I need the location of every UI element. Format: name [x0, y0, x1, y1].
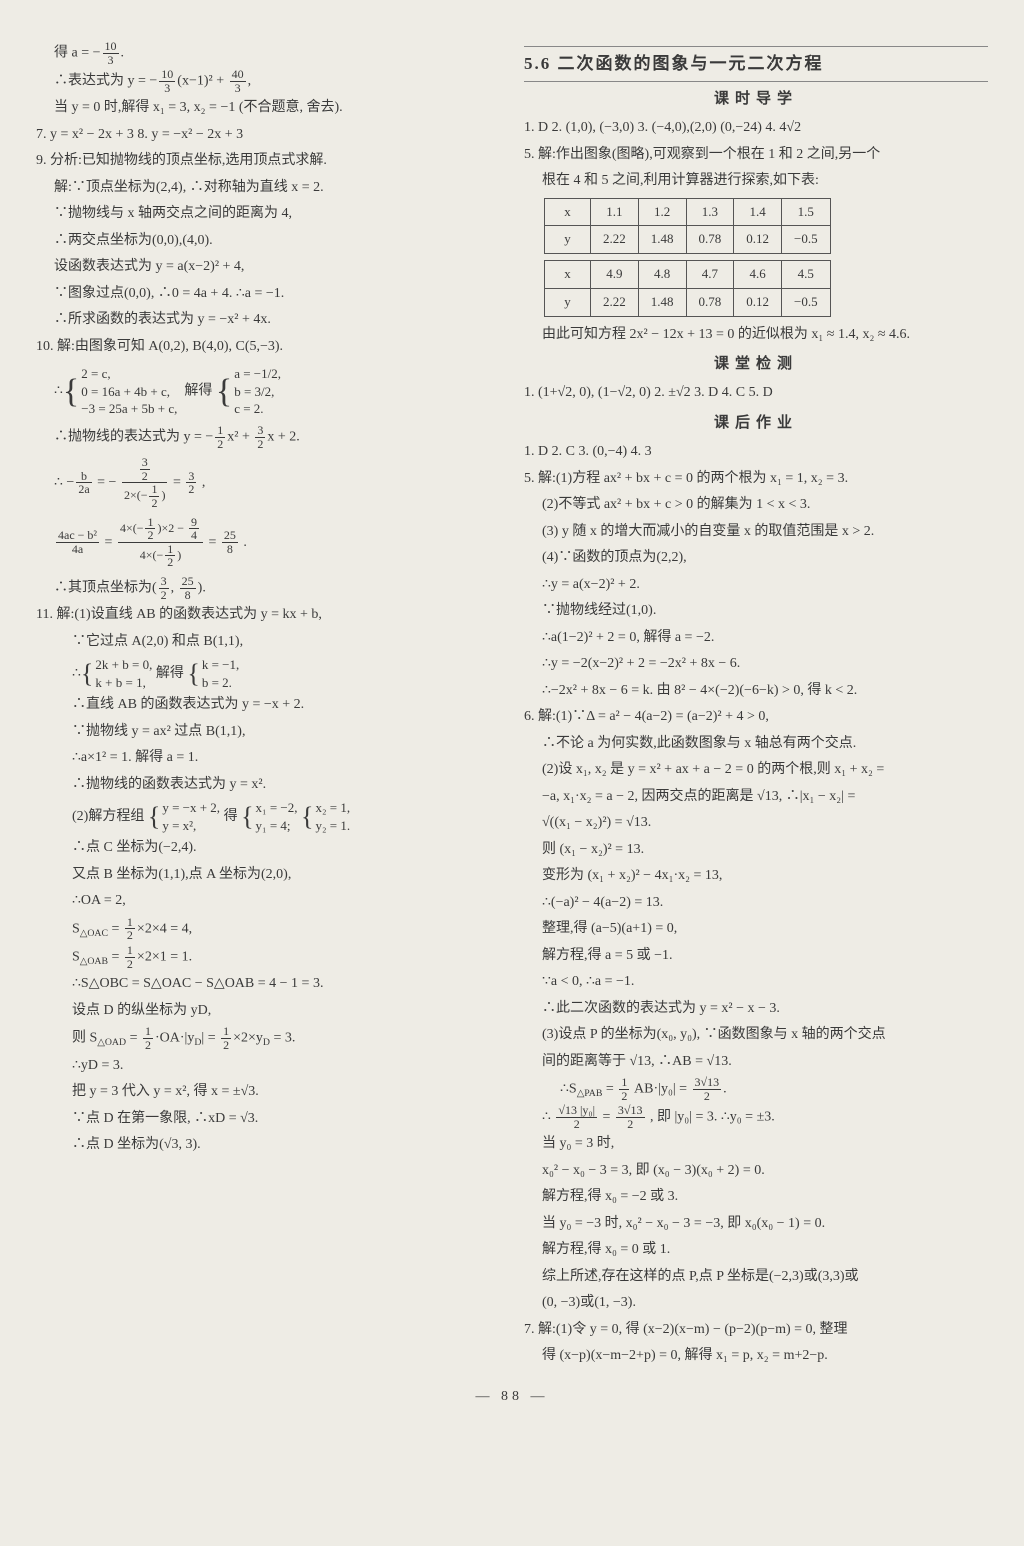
- text-line: 6. 解:(1)∵Δ = a² − 4(a−2) = (a−2)² + 4 > …: [524, 705, 988, 730]
- text-line: ∴y = a(x−2)² + 2.: [524, 573, 988, 598]
- text-line: ∴a×1² = 1. 解得 a = 1.: [36, 746, 500, 771]
- text-line: 1. D 2. C 3. (0,−4) 4. 3: [524, 440, 988, 465]
- q9-title: 9. 分析:已知抛物线的顶点坐标,选用顶点式求解.: [36, 149, 500, 174]
- text-line: (3) y 随 x 的增大而减小的自变量 x 的取值范围是 x > 2.: [524, 520, 988, 545]
- text-line: 变形为 (x₁ + x₂)² − 4x₁·x₂ = 13,: [524, 864, 988, 889]
- text-line: 4ac − b²4a = 4×(−12)×2 − 944×(−12) = 258…: [36, 516, 500, 569]
- subhead-homework: 课后作业: [524, 410, 988, 436]
- section-header: 5.6 二次函数的图象与一元二次方程: [524, 46, 988, 82]
- text-line: (3)设点 P 的坐标为(x₀, y₀), ∵函数图象与 x 轴的两个交点: [524, 1023, 988, 1048]
- text-line: 综上所述,存在这样的点 P,点 P 坐标是(−2,3)或(3,3)或: [524, 1265, 988, 1290]
- text-line: (2)不等式 ax² + bx + c > 0 的解集为 1 < x < 3.: [524, 493, 988, 518]
- text-line: 设函数表达式为 y = a(x−2)² + 4,: [36, 255, 500, 280]
- text-line: ∴表达式为 y = −103(x−1)² + 403,: [36, 68, 500, 94]
- text-line: 当 y = 0 时,解得 x₁ = 3, x₂ = −1 (不合题意, 舍去).: [36, 96, 500, 121]
- text-line: 7. 解:(1)令 y = 0, 得 (x−2)(x−m) − (p−2)(p−…: [524, 1318, 988, 1343]
- text-line: ∵它过点 A(2,0) 和点 B(1,1),: [36, 630, 500, 655]
- text-line: ∵抛物线 y = ax² 过点 B(1,1),: [36, 720, 500, 745]
- text-line: 1. (1+√2, 0), (1−√2, 0) 2. ±√2 3. D 4. C…: [524, 381, 988, 406]
- table-roots-1: x1.11.21.31.41.5 y2.221.480.780.12−0.5: [544, 198, 831, 255]
- page-root: 得 a = −103. ∴表达式为 y = −103(x−1)² + 403, …: [36, 40, 988, 1371]
- text-line: ∴−2x² + 8x − 6 = k. 由 8² − 4×(−2)(−6−k) …: [524, 679, 988, 704]
- text-line: 设点 D 的纵坐标为 yD,: [36, 999, 500, 1024]
- text-line: ∴此二次函数的表达式为 y = x² − x − 3.: [524, 997, 988, 1022]
- text-line: 5. 解:(1)方程 ax² + bx + c = 0 的两个根为 x₁ = 1…: [524, 467, 988, 492]
- text-line: 解方程,得 a = 5 或 −1.: [524, 944, 988, 969]
- text-line: ∴y = −2(x−2)² + 2 = −2x² + 8x − 6.: [524, 652, 988, 677]
- text-line: (0, −3)或(1, −3).: [524, 1291, 988, 1316]
- equation-system: ∴{ 2k + b = 0,k + b = 1, 解得 { k = −1,b =…: [36, 656, 500, 691]
- text-line: ∵a < 0, ∴a = −1.: [524, 970, 988, 995]
- text-line: x₀² − x₀ − 3 = 3, 即 (x₀ − 3)(x₀ + 2) = 0…: [524, 1159, 988, 1184]
- text-line: 得 (x−p)(x−m−2+p) = 0, 解得 x₁ = p, x₂ = m+…: [524, 1344, 988, 1369]
- text-line: 间的距离等于 √13, ∴AB = √13.: [524, 1050, 988, 1075]
- text-line: 解:∵顶点坐标为(2,4), ∴对称轴为直线 x = 2.: [36, 176, 500, 201]
- text-line: ∵抛物线经过(1,0).: [524, 599, 988, 624]
- text-line: ∵抛物线与 x 轴两交点之间的距离为 4,: [36, 202, 500, 227]
- equation-system: (2)解方程组 { y = −x + 2,y = x², 得 { x₁ = −2…: [36, 799, 500, 834]
- text-line: 得 a = −103.: [36, 40, 500, 66]
- q10-title: 10. 解:由图象可知 A(0,2), B(4,0), C(5,−3).: [36, 335, 500, 360]
- text-line: ∴OA = 2,: [36, 889, 500, 914]
- text-line: 又点 B 坐标为(1,1),点 A 坐标为(2,0),: [36, 863, 500, 888]
- text-line: ∴ √13 |y₀|2 = 3√132 , 即 |y₀| = 3. ∴y₀ = …: [524, 1104, 988, 1130]
- text-line: 则 (x₁ − x₂)² = 13.: [524, 838, 988, 863]
- text-line: ∴a(1−2)² + 2 = 0, 解得 a = −2.: [524, 626, 988, 651]
- text-line: (4)∵函数的顶点为(2,2),: [524, 546, 988, 571]
- text-line: 7. y = x² − 2x + 3 8. y = −x² − 2x + 3: [36, 123, 500, 148]
- text-line: 解方程,得 x₀ = 0 或 1.: [524, 1238, 988, 1263]
- text-line: ∴点 D 坐标为(√3, 3).: [36, 1133, 500, 1158]
- text-line: ∴S△OBC = S△OAC − S△OAB = 4 − 1 = 3.: [36, 972, 500, 997]
- text-line: S△OAB = 12×2×1 = 1.: [36, 944, 500, 970]
- text-line: ∴点 C 坐标为(−2,4).: [36, 836, 500, 861]
- text-line: ∴所求函数的表达式为 y = −x² + 4x.: [36, 308, 500, 333]
- page-number: — 88 —: [36, 1385, 988, 1410]
- text-line: 把 y = 3 代入 y = x², 得 x = ±√3.: [36, 1080, 500, 1105]
- text-line: (2)设 x₁, x₂ 是 y = x² + ax + a − 2 = 0 的两…: [524, 758, 988, 783]
- text-line: ∴不论 a 为何实数,此函数图象与 x 轴总有两个交点.: [524, 732, 988, 757]
- text-line: 则 S△OAD = 12·OA·|yD| = 12×2×yD = 3.: [36, 1025, 500, 1051]
- text-line: 由此可知方程 2x² − 12x + 13 = 0 的近似根为 x₁ ≈ 1.4…: [524, 323, 988, 348]
- text-line: ∴(−a)² − 4(a−2) = 13.: [524, 891, 988, 916]
- left-column: 得 a = −103. ∴表达式为 y = −103(x−1)² + 403, …: [36, 40, 500, 1371]
- right-column: 5.6 二次函数的图象与一元二次方程 课时导学 1. D 2. (1,0), (…: [524, 40, 988, 1371]
- text-line: 当 y₀ = 3 时,: [524, 1132, 988, 1157]
- text-line: ∴其顶点坐标为(32, 258).: [36, 575, 500, 601]
- text-line: ∵图象过点(0,0), ∴0 = 4a + 4. ∴a = −1.: [36, 282, 500, 307]
- text-line: −a, x₁·x₂ = a − 2, 因两交点的距离是 √13, ∴|x₁ − …: [524, 785, 988, 810]
- subhead-guide: 课时导学: [524, 86, 988, 112]
- text-line: ∴抛物线的函数表达式为 y = x².: [36, 773, 500, 798]
- text-line: ∴yD = 3.: [36, 1054, 500, 1079]
- subhead-class: 课堂检测: [524, 351, 988, 377]
- table-roots-2: x4.94.84.74.64.5 y2.221.480.780.12−0.5: [544, 260, 831, 317]
- text-line: 1. D 2. (1,0), (−3,0) 3. (−4,0),(2,0) (0…: [524, 116, 988, 141]
- q11-title: 11. 解:(1)设直线 AB 的函数表达式为 y = kx + b,: [36, 603, 500, 628]
- text-line: ∵点 D 在第一象限, ∴xD = √3.: [36, 1107, 500, 1132]
- text-line: ∴抛物线的表达式为 y = −12x² + 32x + 2.: [36, 424, 500, 450]
- equation-system: ∴{ 2 = c, 0 = 16a + 4b + c, −3 = 25a + 5…: [36, 365, 500, 418]
- text-line: 根在 4 和 5 之间,利用计算器进行探索,如下表:: [524, 169, 988, 194]
- text-line: ∴ −b2a = − 322×(−12) = 32 ,: [36, 456, 500, 509]
- text-line: 当 y₀ = −3 时, x₀² − x₀ − 3 = −3, 即 x₀(x₀ …: [524, 1212, 988, 1237]
- text-line: 整理,得 (a−5)(a+1) = 0,: [524, 917, 988, 942]
- text-line: 解方程,得 x₀ = −2 或 3.: [524, 1185, 988, 1210]
- text-line: √((x₁ − x₂)²) = √13.: [524, 811, 988, 836]
- text-line: S△OAC = 12×2×4 = 4,: [36, 916, 500, 942]
- text-line: ∴两交点坐标为(0,0),(4,0).: [36, 229, 500, 254]
- text-line: 5. 解:作出图象(图略),可观察到一个根在 1 和 2 之间,另一个: [524, 143, 988, 168]
- text-line: ∴S△PAB = 12 AB·|y₀| = 3√132.: [524, 1076, 988, 1102]
- text-line: ∴直线 AB 的函数表达式为 y = −x + 2.: [36, 693, 500, 718]
